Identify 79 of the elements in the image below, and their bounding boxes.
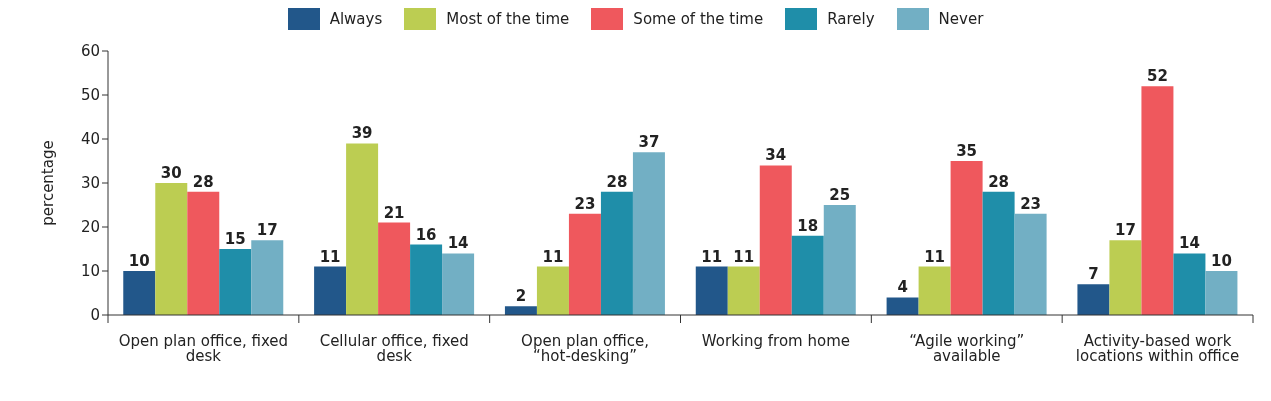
data-label: 11	[319, 247, 341, 266]
bar	[632, 152, 665, 315]
data-label: 15	[224, 230, 246, 248]
bar	[346, 143, 379, 315]
y-tick-label: 20	[80, 218, 100, 237]
bar	[886, 297, 919, 315]
data-label: 23	[574, 194, 596, 213]
data-label: 21	[383, 203, 405, 222]
bar	[219, 249, 252, 315]
x-tick-label: Open plan office, “hot-desking”	[521, 331, 650, 365]
y-tick-label: 60	[80, 42, 100, 61]
x-tick-label: Working from home	[701, 331, 850, 350]
bar	[1173, 253, 1206, 315]
data-label: 16	[415, 225, 437, 244]
legend-label: Always	[329, 10, 383, 28]
data-label: 11	[924, 247, 946, 266]
x-tick-label: Activity-based work locations within office	[1075, 331, 1240, 365]
data-label: 7	[1088, 265, 1099, 284]
bar	[982, 191, 1015, 315]
legend-label: Never	[938, 10, 984, 28]
bar	[536, 266, 569, 315]
x-tick-label: Open plan office, fixed desk	[118, 331, 289, 365]
bar	[187, 191, 220, 315]
legend-label: Most of the time	[446, 10, 570, 28]
bar	[759, 165, 792, 315]
data-label: 28	[988, 172, 1010, 191]
data-label: 28	[606, 172, 628, 191]
bar	[314, 266, 347, 315]
x-tick-label: “Agile working” available	[909, 331, 1025, 365]
data-label: 18	[797, 216, 819, 235]
data-label: 17	[1115, 221, 1136, 240]
data-label: 14	[447, 234, 469, 253]
y-axis-title: percentage	[39, 140, 58, 226]
bar	[791, 235, 824, 315]
bar	[504, 306, 537, 315]
bar	[950, 161, 983, 315]
legend-label: Rarely	[827, 10, 875, 28]
data-label: 34	[765, 146, 787, 165]
bar	[1077, 284, 1110, 315]
y-tick-label: 50	[80, 86, 100, 105]
data-label: 35	[956, 142, 978, 160]
y-tick-label: 30	[80, 174, 100, 193]
data-label: 30	[160, 164, 182, 182]
data-label: 11	[733, 247, 755, 266]
bar	[727, 266, 760, 315]
data-label: 4	[897, 278, 908, 297]
y-tick-label: 0	[90, 306, 100, 325]
data-label: 10	[1211, 252, 1232, 270]
bar	[1141, 86, 1174, 315]
data-label: 52	[1147, 67, 1168, 86]
bar	[442, 253, 475, 315]
bar	[1109, 240, 1142, 315]
bar	[1205, 271, 1238, 315]
x-tick-label: Cellular office, fixed desk	[319, 331, 469, 365]
bar	[378, 222, 411, 315]
data-label: 37	[638, 133, 660, 152]
data-label: 17	[256, 221, 278, 240]
bar	[1014, 213, 1047, 315]
bar	[155, 183, 188, 315]
data-label: 11	[542, 247, 564, 266]
data-label: 11	[701, 247, 723, 266]
data-label: 10	[128, 252, 150, 270]
data-label: 23	[1020, 194, 1042, 213]
bar	[695, 266, 728, 315]
legend-label: Some of the time	[633, 10, 764, 28]
bar	[918, 266, 951, 315]
bar	[823, 205, 856, 315]
y-tick-label: 40	[80, 130, 100, 149]
data-label: 14	[1179, 234, 1200, 253]
bar	[568, 213, 601, 315]
bar	[410, 244, 443, 315]
bar	[600, 191, 633, 315]
y-tick-label: 10	[80, 262, 100, 281]
data-label: 28	[192, 172, 214, 191]
data-label: 2	[515, 287, 527, 306]
bar	[251, 240, 284, 315]
data-label: 39	[351, 124, 373, 143]
bar	[123, 271, 156, 315]
data-label: 25	[829, 186, 851, 204]
